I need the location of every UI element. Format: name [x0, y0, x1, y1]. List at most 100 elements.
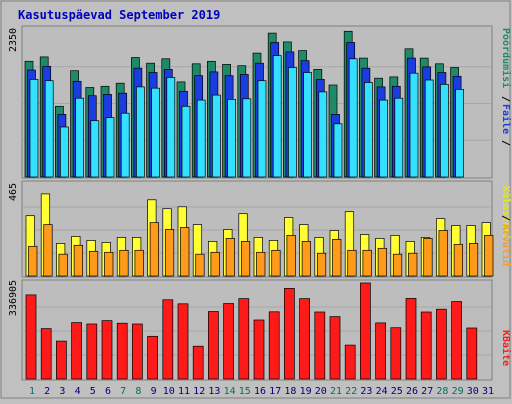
legend-files: Faile [500, 104, 512, 134]
bar-middle-1-day-9 [149, 222, 159, 277]
bar-middle-1-day-18 [286, 235, 296, 277]
bar-bottom-0-day-18 [284, 288, 295, 380]
bar-bottom-0-day-15 [238, 298, 250, 380]
chart-title: Kasutuspäevad September 2019 [18, 8, 220, 22]
x-tick-label: 15 [239, 386, 251, 397]
x-tick-label: 14 [224, 386, 236, 397]
legend-sites: Arvutid [500, 224, 512, 266]
bar-bottom-0-day-16 [253, 319, 265, 380]
legend-kbytes: KBaite [500, 330, 512, 366]
bar-middle-1-day-27 [423, 238, 433, 277]
bar-middle-1-day-13 [210, 251, 220, 277]
bar-bottom-0-day-14 [223, 303, 234, 380]
x-tick-label: 28 [436, 386, 448, 397]
bar-middle-1-day-21 [332, 239, 342, 277]
bar-middle-1-day-17 [271, 249, 281, 277]
legend-bottom: KBaite [500, 330, 512, 366]
x-tick-label: 29 [452, 386, 464, 397]
bar-bottom-0-day-1 [25, 294, 37, 380]
bar-bottom-0-day-21 [329, 316, 341, 380]
x-tick-label: 26 [406, 386, 418, 397]
bar-bottom-0-day-7 [116, 322, 128, 380]
bar-middle-1-day-31 [484, 235, 494, 277]
bar-bottom-0-day-6 [101, 320, 113, 380]
bar-middle-1-day-1 [28, 245, 38, 277]
x-tick-label: 21 [330, 386, 342, 397]
bar-top-2-day-7 [120, 112, 130, 178]
bar-top-2-day-22 [348, 58, 358, 178]
x-tick-label: 22 [345, 386, 357, 397]
x-tick-label: 20 [315, 386, 327, 397]
legend-top: Pöördumisi / Faile / [500, 28, 512, 146]
bar-bottom-0-day-12 [192, 345, 204, 380]
x-tick-label: 9 [151, 386, 157, 397]
legend-pages: Pöördumisi [500, 28, 512, 88]
bar-top-2-day-16 [257, 80, 267, 178]
bar-middle-1-day-15 [240, 241, 251, 277]
bar-bottom-0-day-29 [451, 301, 462, 380]
x-tick-label: 1 [29, 386, 35, 397]
bar-bottom-0-day-27 [420, 311, 432, 380]
x-tick-label: 23 [360, 386, 372, 397]
bar-middle-1-day-19 [301, 241, 311, 277]
x-tick-label: 3 [59, 386, 65, 397]
bar-middle-1-day-14 [225, 238, 235, 277]
bar-bottom-0-day-13 [208, 311, 219, 380]
bar-middle-1-day-23 [362, 249, 372, 277]
bar-top-2-day-6 [105, 117, 115, 178]
legend-sep-mid: / [500, 215, 511, 221]
bar-middle-1-day-12 [195, 253, 205, 277]
x-tick-label: 5 [90, 386, 96, 397]
x-axis-labels: 1 2 3 4 5 6 7 8 9 10 11 12 13 14 15 16 17 18 19 20 21 22 23 24 2… [29, 386, 494, 397]
x-tick-label: 11 [178, 386, 190, 397]
bar-bottom-0-day-11 [177, 303, 189, 380]
bar-middle-1-day-26 [408, 252, 418, 277]
bar-middle-1-day-29 [453, 243, 463, 277]
legend-sep-top: / [500, 96, 511, 102]
bar-bottom-0-day-23 [360, 282, 371, 380]
bar-top-2-day-21 [333, 123, 343, 178]
bar-top-2-day-19 [303, 72, 312, 178]
bar-bottom-0-day-22 [344, 344, 356, 380]
bar-bottom-0-day-24 [375, 322, 386, 380]
bar-bottom-0-day-25 [390, 327, 402, 380]
y-axis-labels: 2350 465 336905 [8, 28, 19, 316]
x-tick-label: 31 [482, 386, 494, 397]
bar-bottom-0-day-5 [86, 323, 98, 380]
bar-middle-1-day-25 [392, 253, 403, 277]
bar-top-2-day-1 [29, 79, 39, 178]
bar-top-2-day-12 [196, 99, 206, 178]
bar-bottom-0-day-17 [268, 311, 280, 380]
bar-middle-1-day-4 [73, 244, 83, 277]
bar-top-2-day-15 [242, 98, 252, 178]
bar-bottom-0-day-30 [466, 327, 478, 380]
bar-top-2-day-5 [90, 120, 100, 178]
x-tick-label: 27 [421, 386, 433, 397]
x-tick-label: 25 [391, 386, 403, 397]
x-tick-label: 12 [193, 386, 205, 397]
y-max-label-top: 2350 [8, 28, 19, 52]
bar-bottom-0-day-19 [299, 298, 310, 380]
bar-top-2-day-14 [227, 99, 236, 178]
x-tick-label: 2 [44, 386, 50, 397]
bar-top-2-day-2 [44, 80, 54, 178]
bar-top-2-day-3 [60, 126, 69, 178]
x-tick-label: 19 [300, 386, 312, 397]
legend-sep-top2: / [500, 140, 511, 146]
bar-bottom-0-day-4 [71, 322, 82, 380]
bar-top-2-day-20 [318, 91, 328, 178]
x-tick-label: 8 [135, 386, 141, 397]
bar-bottom-0-day-2 [40, 328, 52, 380]
bar-middle-1-day-8 [134, 249, 144, 277]
bar-bottom-0-day-8 [132, 323, 143, 380]
x-tick-label: 18 [284, 386, 296, 397]
x-tick-label: 17 [269, 386, 281, 397]
bar-middle-1-day-24 [377, 247, 387, 277]
bar-top-2-day-4 [75, 97, 84, 178]
x-tick-label: 6 [105, 386, 111, 397]
x-tick-label: 4 [75, 386, 81, 397]
bar-top-2-day-29 [455, 89, 464, 178]
